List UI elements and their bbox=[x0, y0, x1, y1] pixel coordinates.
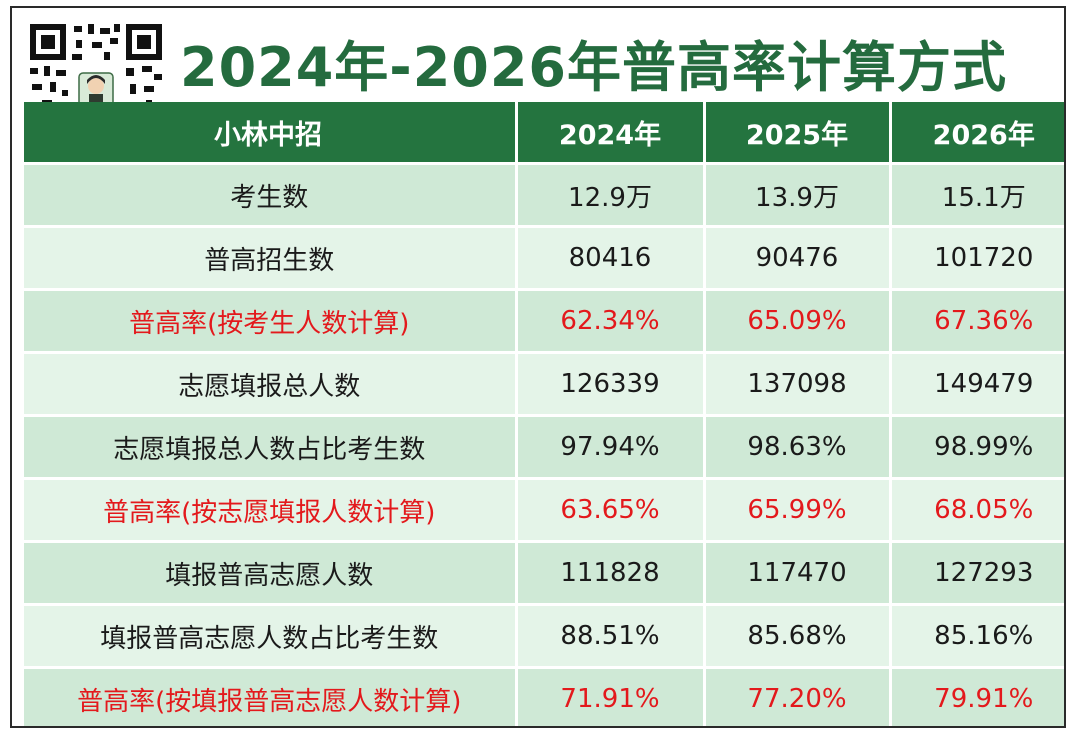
row-value: 126339 bbox=[516, 351, 706, 416]
row-value: 111828 bbox=[516, 540, 706, 605]
row-label: 填报普高志愿人数占比考生数 bbox=[24, 603, 518, 668]
table-row: 填报普高志愿人数占比考生数 88.51% 85.68% 85.16% bbox=[24, 603, 1064, 668]
table-row: 普高招生数 80416 90476 101720 bbox=[24, 225, 1064, 290]
row-value: 88.51% bbox=[516, 603, 706, 668]
row-value: 79.91% bbox=[890, 666, 1064, 726]
row-value: 127293 bbox=[890, 540, 1064, 605]
row-value: 65.09% bbox=[704, 288, 892, 353]
table-row: 考生数 12.9万 13.9万 15.1万 bbox=[24, 162, 1064, 227]
row-label: 普高率(按志愿填报人数计算) bbox=[24, 477, 518, 542]
table-header-row: 小林中招 2024年 2025年 2026年 bbox=[24, 102, 1064, 164]
year-header: 2026年 bbox=[890, 102, 1064, 164]
row-value: 12.9万 bbox=[516, 162, 706, 227]
table-row: 普高率(按填报普高志愿人数计算) 71.91% 77.20% 79.91% bbox=[24, 666, 1064, 726]
row-label: 填报普高志愿人数 bbox=[24, 540, 518, 605]
table-body: 考生数 12.9万 13.9万 15.1万 普高招生数 80416 90476 101720 普… bbox=[24, 162, 1064, 726]
row-label: 普高招生数 bbox=[24, 225, 518, 290]
row-value: 15.1万 bbox=[890, 162, 1064, 227]
brand-header: 小林中招 bbox=[24, 102, 518, 164]
page-title: 2024年-2026年普高率计算方式 bbox=[180, 35, 1007, 99]
row-value: 97.94% bbox=[516, 414, 706, 479]
row-label: 普高率(按考生人数计算) bbox=[24, 288, 518, 353]
row-value: 68.05% bbox=[890, 477, 1064, 542]
row-value: 101720 bbox=[890, 225, 1064, 290]
row-value: 13.9万 bbox=[704, 162, 892, 227]
row-label: 普高率(按填报普高志愿人数计算) bbox=[24, 666, 518, 726]
row-value: 137098 bbox=[704, 351, 892, 416]
row-value: 85.68% bbox=[704, 603, 892, 668]
table-row: 志愿填报总人数占比考生数 97.94% 98.63% 98.99% bbox=[24, 414, 1064, 479]
page-frame: 2024年-2026年普高率计算方式 XIAO LIN 小 林 小林中招 202… bbox=[10, 6, 1066, 728]
row-label: 考生数 bbox=[24, 162, 518, 227]
year-header: 2025年 bbox=[704, 102, 892, 164]
row-value: 80416 bbox=[516, 225, 706, 290]
row-value: 85.16% bbox=[890, 603, 1064, 668]
table-row: 志愿填报总人数 126339 137098 149479 bbox=[24, 351, 1064, 416]
row-value: 117470 bbox=[704, 540, 892, 605]
row-value: 62.34% bbox=[516, 288, 706, 353]
row-value: 149479 bbox=[890, 351, 1064, 416]
rate-table: 小林中招 2024年 2025年 2026年 考生数 12.9万 13.9万 15.1… bbox=[24, 102, 1064, 726]
row-value: 98.99% bbox=[890, 414, 1064, 479]
row-label: 志愿填报总人数占比考生数 bbox=[24, 414, 518, 479]
year-header: 2024年 bbox=[516, 102, 706, 164]
table-row: 普高率(按考生人数计算) 62.34% 65.09% 67.36% bbox=[24, 288, 1064, 353]
row-value: 77.20% bbox=[704, 666, 892, 726]
row-label: 志愿填报总人数 bbox=[24, 351, 518, 416]
row-value: 63.65% bbox=[516, 477, 706, 542]
table-row: 填报普高志愿人数 111828 117470 127293 bbox=[24, 540, 1064, 605]
row-value: 67.36% bbox=[890, 288, 1064, 353]
row-value: 90476 bbox=[704, 225, 892, 290]
row-value: 65.99% bbox=[704, 477, 892, 542]
row-value: 98.63% bbox=[704, 414, 892, 479]
row-value: 71.91% bbox=[516, 666, 706, 726]
table-row: 普高率(按志愿填报人数计算) 63.65% 65.99% 68.05% bbox=[24, 477, 1064, 542]
